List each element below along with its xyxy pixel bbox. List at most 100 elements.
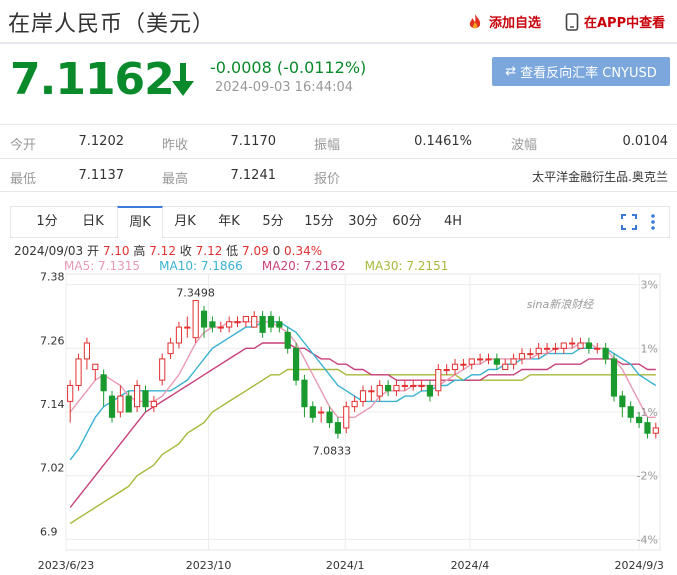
tab-15min[interactable]: 15分: [304, 214, 334, 229]
candles-group: [67, 300, 659, 439]
candle-body: [175, 326, 183, 344]
ma10-legend: MA10: 7.1866: [159, 259, 243, 273]
candle-body: [644, 422, 651, 434]
candle-body: [117, 395, 124, 413]
candle-body: [418, 384, 425, 387]
phone-icon: [565, 12, 579, 31]
fullscreen-icon[interactable]: [620, 213, 638, 231]
stat-value-high: 7.1241: [230, 168, 277, 183]
candle-body: [83, 342, 91, 360]
stats-row: 今开 7.1202 昨收 7.1170 振幅 0.1461% 波幅 0.0104: [0, 124, 677, 158]
tab-1min[interactable]: 1分: [36, 214, 58, 229]
pct-tick-label: 1%: [641, 342, 658, 355]
low-annotation: 7.0833: [313, 445, 352, 458]
current-price: 7.1162: [10, 54, 175, 105]
candle-body: [510, 358, 517, 365]
stat-value-amplitude: 0.1461%: [414, 134, 472, 149]
low-label: 低: [226, 244, 239, 258]
candlestick-chart[interactable]: 7.38 3% 7.26 1% 7.14 -1% 7.02 -2% 6.9 -4% 2023/6/2…: [0, 270, 677, 575]
candle-body: [635, 416, 643, 424]
pct-tick-label: -2%: [637, 470, 658, 483]
candle-body: [493, 358, 500, 365]
pct-tick-label: -1%: [637, 406, 658, 419]
candle-body: [627, 406, 634, 418]
add-watchlist-button[interactable]: 添加自选: [466, 12, 541, 31]
close-label: 收: [179, 244, 192, 258]
y-tick-label: 6.9: [40, 525, 58, 538]
candle-body: [460, 363, 467, 366]
stats-table: 今开 7.1202 昨收 7.1170 振幅 0.1461% 波幅 0.0104…: [0, 124, 677, 192]
y-tick-label: 7.38: [40, 271, 65, 284]
candle-body: [585, 342, 592, 349]
candle-body: [150, 400, 157, 408]
tab-60min[interactable]: 60分: [392, 214, 422, 229]
stats-row: 最低 7.1137 最高 7.1241 报价 太平洋金融衍生品.奥克兰: [0, 158, 677, 192]
tab-30min[interactable]: 30分: [348, 214, 378, 229]
stat-label-amplitude: 振幅: [314, 138, 341, 153]
candle-body: [343, 406, 350, 429]
pct-tick-label: 3%: [641, 279, 658, 292]
x-tick-label: 2024/1: [326, 559, 365, 572]
axis-labels: 7.38 3% 7.26 1% 7.14 -1% 7.02 -2% 6.9 -4% 2023/6/2…: [38, 271, 664, 572]
period-tabs: 1分 日K 周K 月K 年K 5分 15分 30分 60分 4H: [10, 206, 670, 238]
tab-yearly[interactable]: 年K: [218, 214, 240, 229]
candle-body: [359, 390, 367, 402]
close-value: 7.12: [195, 244, 223, 258]
reverse-rate-button[interactable]: ⇄ 查看反向汇率 CNYUSD: [492, 57, 670, 86]
ma5-legend: MA5: 7.1315: [64, 259, 141, 273]
low-value: 7.09: [242, 244, 269, 258]
candle-date: 2024/09/03: [14, 244, 84, 258]
tab-daily[interactable]: 日K: [82, 214, 104, 229]
open-in-app-label: 在APP中查看: [584, 16, 666, 31]
open-label: 开: [87, 244, 100, 258]
more-menu-icon[interactable]: [649, 212, 657, 232]
candle-body: [108, 395, 116, 418]
price-change: -0.0008 (-0.0112%): [210, 58, 367, 77]
candle-body: [518, 353, 526, 360]
candle-body: [652, 427, 659, 434]
open-in-app-button[interactable]: 在APP中查看: [565, 12, 665, 31]
reverse-rate-label: 查看反向汇率 CNYUSD: [520, 66, 657, 81]
candle-body: [451, 363, 459, 371]
candle-body: [184, 326, 191, 329]
add-watchlist-label: 添加自选: [489, 16, 542, 31]
candle-body: [535, 347, 542, 355]
candle-body: [209, 321, 216, 328]
candle-body: [159, 358, 166, 381]
x-tick-label: 2023/6/23: [38, 559, 94, 572]
stat-value-prev-close: 7.1170: [230, 134, 277, 149]
change-value: 0: [272, 244, 281, 258]
candle-body: [242, 315, 249, 323]
quote-row: 7.1162 -0.0008 (-0.0112%) 2024-09-03 16:…: [0, 52, 677, 114]
ma30-polyline: [69, 368, 656, 525]
stat-label-range: 波幅: [511, 138, 538, 153]
ma30-line: [69, 368, 656, 525]
stat-label-prev-close: 昨收: [162, 138, 189, 153]
candle-body: [217, 326, 224, 329]
candle-body: [318, 411, 325, 414]
candle-body: [334, 422, 341, 434]
tab-weekly[interactable]: 周K: [117, 206, 163, 238]
candle-body: [619, 395, 626, 408]
candle-body: [75, 358, 82, 386]
x-tick-label: 2023/10: [186, 559, 232, 572]
ma-legend: MA5: 7.1315 MA10: 7.1866 MA20: 7.2162 MA…: [64, 259, 448, 273]
candle-body: [309, 406, 316, 418]
candle-body: [259, 315, 266, 333]
down-arrow-icon: [172, 63, 194, 96]
tab-4h[interactable]: 4H: [443, 214, 463, 229]
y-tick-label: 7.26: [40, 334, 65, 347]
tab-5min[interactable]: 5分: [262, 214, 284, 229]
stat-label-low: 最低: [10, 172, 37, 187]
y-tick-label: 7.14: [40, 398, 65, 411]
ma20-polyline: [69, 342, 656, 508]
stat-value-open: 7.1202: [78, 134, 125, 149]
candle-body: [485, 358, 492, 361]
candle-body: [192, 300, 199, 339]
candle-body: [251, 315, 258, 328]
candle-body: [326, 411, 333, 424]
candle-body: [401, 384, 408, 387]
tab-monthly[interactable]: 月K: [174, 214, 196, 229]
candle-body: [125, 395, 132, 413]
candle-body: [292, 347, 300, 381]
